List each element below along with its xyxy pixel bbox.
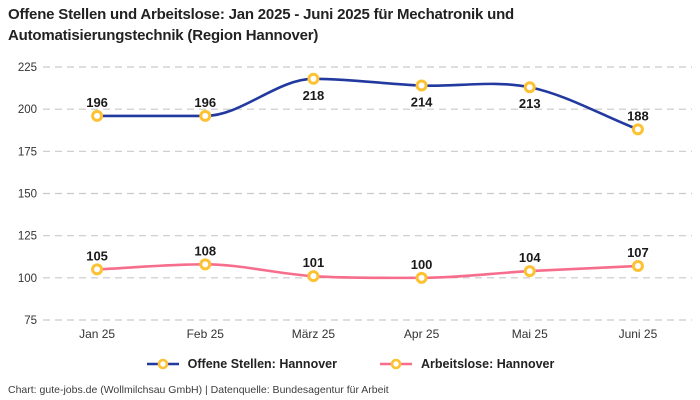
data-point-label-arbeitslose-hannover: 100 — [411, 257, 433, 272]
y-tick-label: 100 — [18, 273, 37, 285]
y-tick-label: 125 — [18, 231, 37, 243]
data-point-marker-arbeitslose-hannover — [199, 258, 212, 271]
data-point-marker-offene-stellen-hannover — [307, 72, 320, 85]
data-point-marker-offene-stellen-hannover — [91, 109, 104, 122]
x-tick-label: März 25 — [292, 327, 336, 341]
x-tick-label: Juni 25 — [619, 327, 658, 341]
chart-title: Offene Stellen und Arbeitslose: Jan 2025… — [8, 6, 515, 44]
x-tick-label: Feb 25 — [187, 327, 225, 341]
data-point-marker-arbeitslose-hannover — [307, 270, 320, 283]
y-tick-label: 225 — [18, 62, 37, 74]
data-point-label-arbeitslose-hannover: 108 — [194, 243, 216, 258]
x-tick-label: Jan 25 — [79, 327, 115, 341]
data-point-label-arbeitslose-hannover: 101 — [303, 255, 325, 270]
y-tick-label: 150 — [18, 189, 37, 201]
data-point-marker-arbeitslose-hannover — [523, 265, 536, 278]
y-tick-label: 75 — [24, 315, 37, 327]
y-tick-label: 200 — [18, 104, 37, 116]
legend-item-offene-stellen-hannover[interactable]: Offene Stellen: Hannover — [146, 357, 337, 371]
data-point-marker-offene-stellen-hannover — [199, 109, 212, 122]
data-point-label-offene-stellen-hannover: 196 — [194, 95, 216, 110]
series-line-offene-stellen-hannover — [95, 77, 640, 131]
legend-label: Arbeitslose: Hannover — [420, 357, 555, 371]
x-tick-label: Mai 25 — [512, 327, 548, 341]
data-point-label-arbeitslose-hannover: 107 — [627, 245, 649, 260]
data-point-marker-offene-stellen-hannover — [415, 79, 428, 92]
x-tick-label: Apr 25 — [404, 327, 440, 341]
data-point-label-offene-stellen-hannover: 218 — [303, 88, 325, 103]
data-point-marker-offene-stellen-hannover — [523, 81, 536, 94]
y-tick-label: 175 — [18, 146, 37, 158]
data-point-marker-offene-stellen-hannover — [631, 123, 644, 136]
data-point-marker-arbeitslose-hannover — [415, 271, 428, 284]
line-chart: 75 100 125 150 175 200 225 Jan 25 Feb 25 März 25 A… — [18, 62, 692, 341]
data-point-label-offene-stellen-hannover: 213 — [519, 96, 541, 111]
legend-item-arbeitslose-hannover[interactable]: Arbeitslose: Hannover — [379, 357, 554, 371]
series-line-arbeitslose-hannover — [95, 263, 640, 280]
data-point-label-offene-stellen-hannover: 214 — [411, 95, 433, 110]
legend-label: Offene Stellen: Hannover — [187, 357, 337, 371]
data-point-label-offene-stellen-hannover: 188 — [627, 108, 649, 123]
chart-source-footer: Chart: gute-jobs.de (Wollmilchsau GmbH) … — [8, 384, 389, 396]
data-point-marker-arbeitslose-hannover — [631, 260, 644, 273]
data-point-label-arbeitslose-hannover: 105 — [86, 248, 108, 263]
legend-marker-icon — [379, 358, 412, 370]
data-point-label-arbeitslose-hannover: 104 — [519, 250, 541, 265]
data-point-label-offene-stellen-hannover: 196 — [86, 95, 108, 110]
legend-marker-icon — [146, 358, 179, 370]
legend: Offene Stellen: Hannover Arbeitslose: Han… — [0, 357, 700, 371]
data-point-marker-arbeitslose-hannover — [91, 263, 104, 276]
